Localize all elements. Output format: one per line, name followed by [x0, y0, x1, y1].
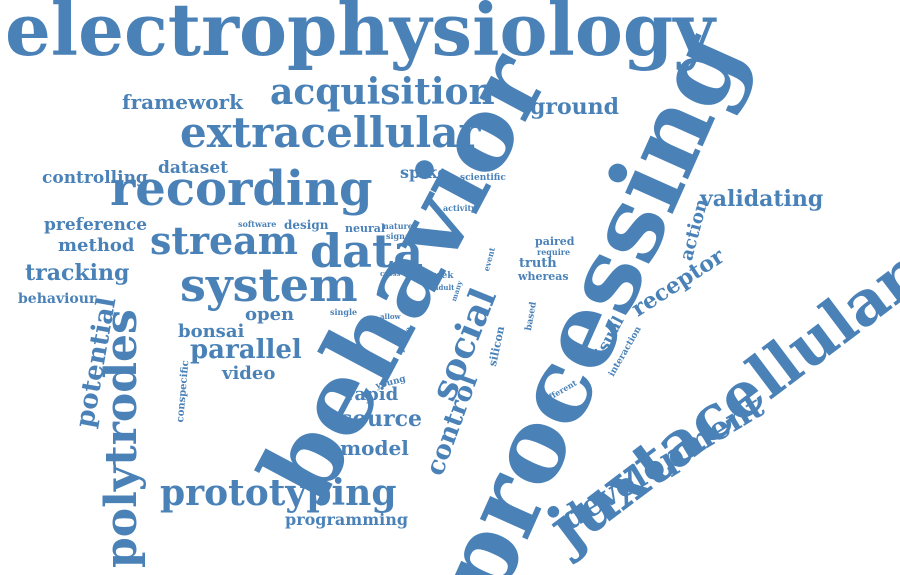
word-activity: activity	[443, 203, 476, 213]
word-programming: programming	[285, 510, 409, 529]
word-scientific: scientific	[460, 173, 506, 183]
word-video: video	[222, 363, 276, 384]
word-nature: nature	[383, 221, 413, 231]
word-parallel: parallel	[190, 335, 302, 365]
word-method: method	[58, 235, 135, 256]
word-require: require	[537, 247, 571, 257]
word-framework: framework	[122, 90, 243, 114]
word-stream: stream	[150, 218, 298, 263]
word-software: software	[238, 219, 277, 229]
word-allow: allow	[380, 312, 401, 321]
word-extracellular: extracellular	[180, 108, 481, 157]
word-validating: validating	[700, 186, 824, 212]
word-design: design	[284, 218, 329, 232]
word-controlling: controlling	[42, 168, 148, 188]
word-preference: preference	[44, 215, 148, 235]
word-truth: truth	[519, 256, 557, 271]
word-recording: recording	[110, 161, 373, 217]
word-bonsai: bonsai	[178, 321, 245, 342]
word-source: source	[340, 406, 423, 432]
word-prototyping: prototyping	[160, 472, 397, 514]
word-open: open	[245, 304, 295, 325]
word-tracking: tracking	[25, 260, 130, 286]
word-week: week	[428, 271, 454, 281]
word-rapid: rapid	[345, 384, 399, 405]
word-neural: neural	[345, 222, 386, 235]
word-adult: adult	[434, 283, 455, 292]
word-signal: signal	[386, 231, 414, 241]
word-cross: cross	[380, 269, 401, 278]
word-ground: ground	[530, 94, 620, 120]
word-system: system	[180, 258, 358, 312]
word-behaviour: behaviour	[18, 291, 97, 307]
word-whereas: whereas	[518, 270, 569, 283]
word-spike: spike	[400, 163, 448, 182]
word-paired: paired	[535, 235, 575, 248]
word-model: model	[340, 436, 409, 460]
word-data: data	[310, 224, 424, 278]
word-single: single	[330, 307, 358, 317]
word-acquisition: acquisition	[270, 71, 495, 113]
word-electrophysiology: electrophysiology	[5, 0, 716, 72]
word-dataset: dataset	[158, 158, 229, 178]
word-conspecific: conspecific	[175, 359, 192, 423]
